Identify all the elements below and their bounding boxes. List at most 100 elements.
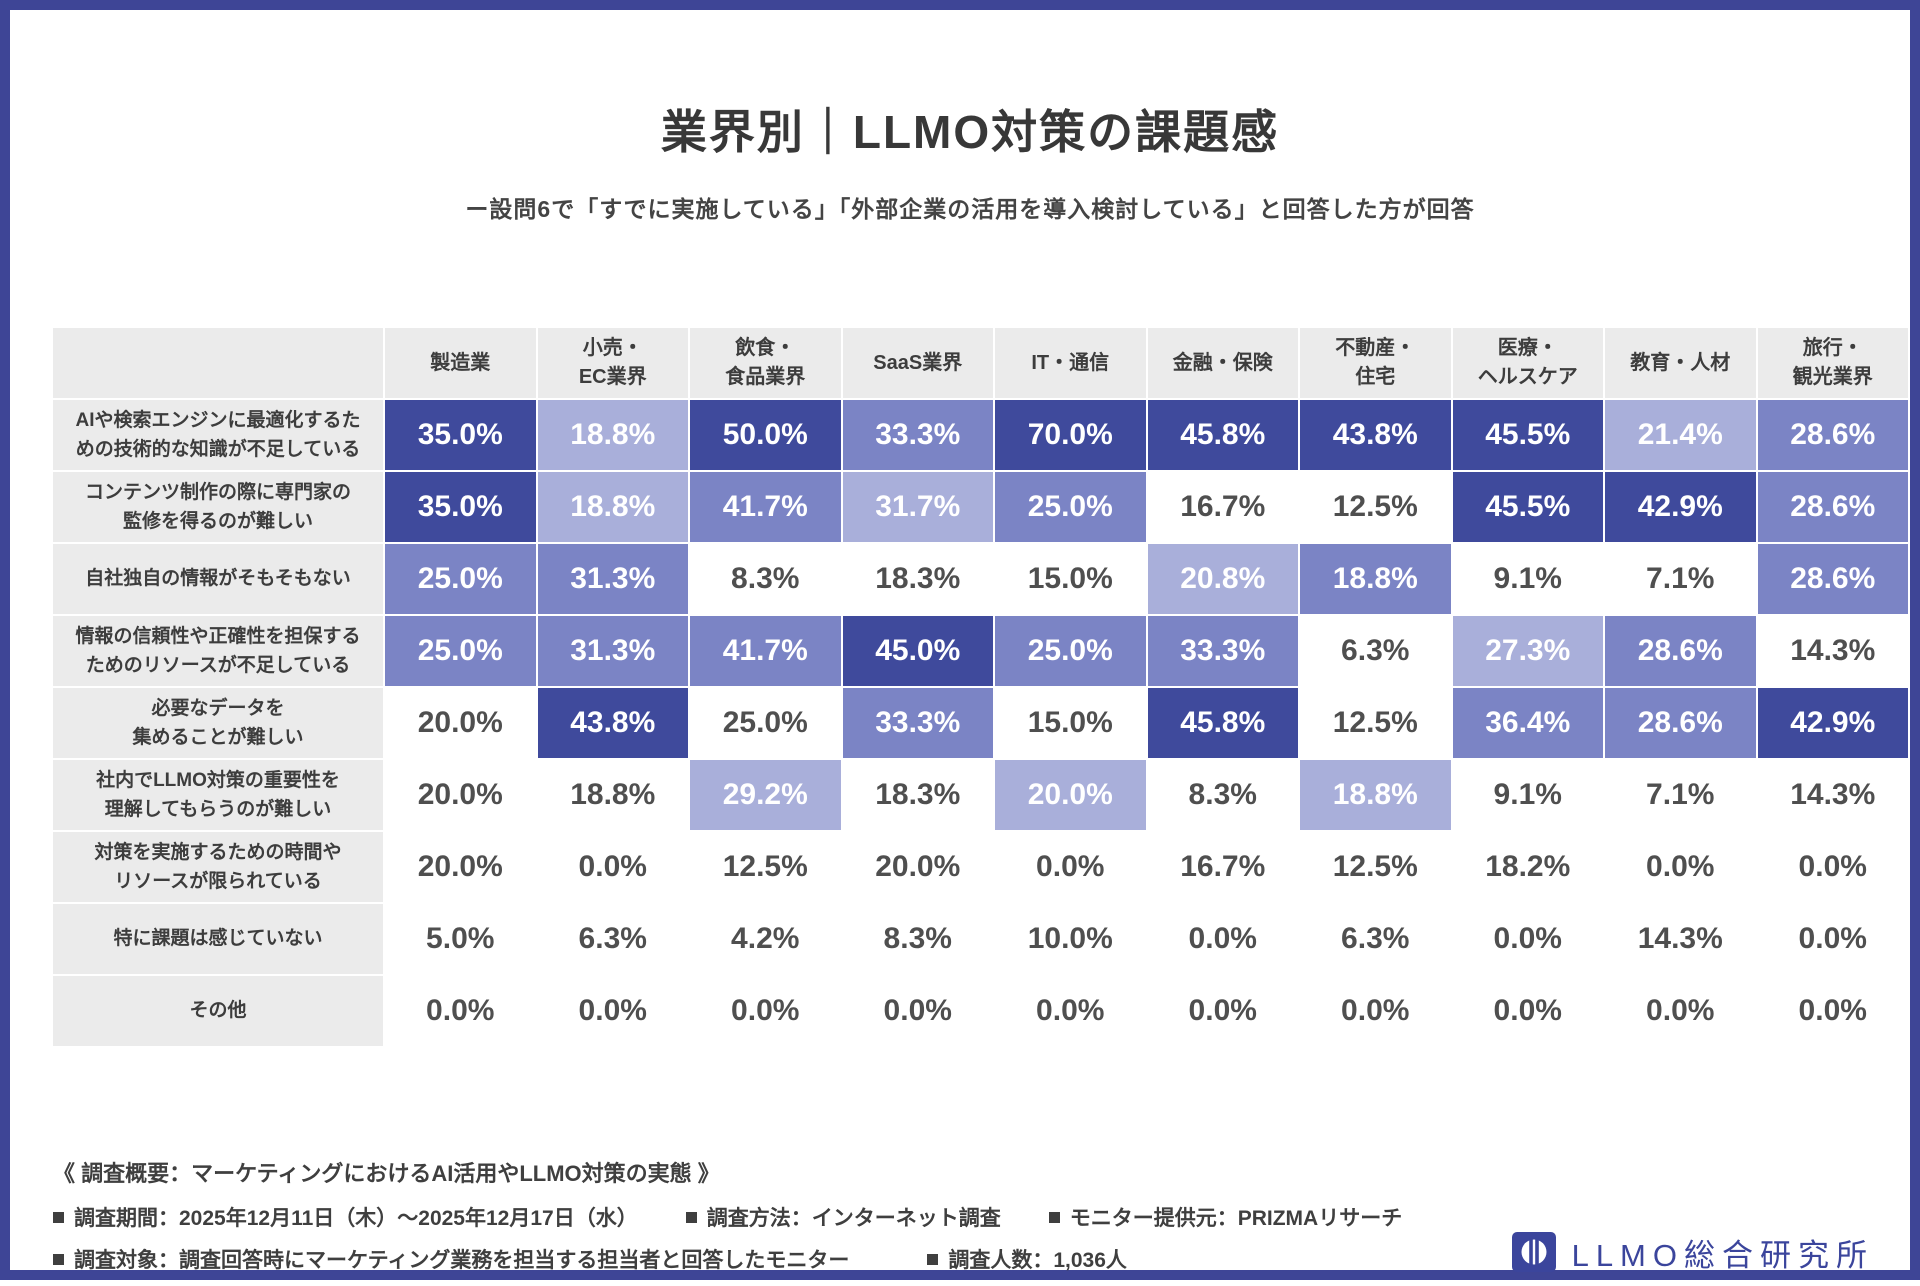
column-header: 不動産・ 住宅	[1300, 328, 1451, 398]
value-cell: 0.0%	[995, 976, 1146, 1046]
value-cell: 12.5%	[690, 832, 841, 902]
value-cell: 18.2%	[1452, 832, 1603, 902]
survey-details-row-1: 調査期間：2025年12月11日（木）～2025年12月17日（水） 調査方法：イ…	[53, 1202, 1513, 1232]
survey-detail-item: 調査人数：1,036人	[927, 1244, 1127, 1274]
value-cell: 18.8%	[1300, 760, 1451, 830]
survey-detail-text: 調査期間：2025年12月11日（木）～2025年12月17日（水）	[74, 1207, 638, 1230]
value-cell: 15.0%	[995, 544, 1146, 614]
row-label: その他	[53, 976, 383, 1046]
value-cell: 33.3%	[842, 400, 993, 470]
column-header: 旅行・ 観光業界	[1757, 328, 1908, 398]
value-cell: 20.0%	[385, 760, 536, 830]
value-cell: 0.0%	[1452, 976, 1603, 1046]
value-cell: 16.7%	[1147, 832, 1298, 902]
value-cell: 25.0%	[995, 472, 1146, 542]
row-label: 必要なデータを 集めることが難しい	[53, 688, 383, 758]
value-cell: 20.0%	[995, 760, 1146, 830]
value-cell: 70.0%	[995, 400, 1146, 470]
llmo-logo: LLMO総合研究所	[1510, 1228, 1874, 1276]
page-subtitle: ー設問6で「すでに実施している」「外部企業の活用を導入検討している」と回答した方…	[465, 196, 1475, 222]
survey-detail-item: モニター提供元：PRIZMAリサーチ	[1048, 1202, 1403, 1232]
survey-detail-item: 調査対象：調査回答時にマーケティング業務を担当する担当者と回答したモニター	[53, 1244, 849, 1274]
value-cell: 28.6%	[1605, 616, 1756, 686]
value-cell: 7.1%	[1605, 760, 1756, 830]
value-cell: 36.4%	[1452, 688, 1603, 758]
value-cell: 0.0%	[1452, 904, 1603, 974]
value-cell: 18.8%	[537, 760, 688, 830]
value-cell: 20.0%	[385, 832, 536, 902]
value-cell: 45.0%	[842, 616, 993, 686]
value-cell: 45.8%	[1147, 688, 1298, 758]
value-cell: 33.3%	[1147, 616, 1298, 686]
survey-detail-text: モニター提供元：PRIZMAリサーチ	[1069, 1207, 1403, 1230]
value-cell: 28.6%	[1757, 544, 1908, 614]
value-cell: 27.3%	[1452, 616, 1603, 686]
value-cell: 0.0%	[1605, 976, 1756, 1046]
value-cell: 35.0%	[385, 400, 536, 470]
survey-detail-text: 調査人数：1,036人	[948, 1249, 1127, 1272]
bullet-square-icon	[1048, 1211, 1060, 1223]
bullet-square-icon	[927, 1253, 939, 1265]
llmo-logo-text: LLMO総合研究所	[1571, 1237, 1874, 1273]
value-cell: 12.5%	[1300, 832, 1451, 902]
row-label: AIや検索エンジンに最適化するた めの技術的な知識が不足している	[53, 400, 383, 470]
value-cell: 42.9%	[1605, 472, 1756, 542]
value-cell: 7.1%	[1605, 544, 1756, 614]
value-cell: 0.0%	[1757, 904, 1908, 974]
value-cell: 16.7%	[1147, 472, 1298, 542]
value-cell: 45.5%	[1452, 400, 1603, 470]
value-cell: 41.7%	[690, 472, 841, 542]
survey-detail-item: 調査方法：インターネット調査	[685, 1202, 1001, 1232]
bullet-square-icon	[53, 1253, 64, 1265]
survey-footer: 《 調査概要：マーケティングにおけるAI活用やLLMO対策の実態 》 調査期間：…	[53, 1156, 1513, 1286]
value-cell: 8.3%	[690, 544, 841, 614]
value-cell: 5.0%	[385, 904, 536, 974]
column-header: IT・通信	[995, 328, 1146, 398]
value-cell: 14.3%	[1757, 616, 1908, 686]
value-cell: 31.3%	[537, 616, 688, 686]
value-cell: 20.0%	[842, 832, 993, 902]
value-cell: 0.0%	[1300, 976, 1451, 1046]
value-cell: 0.0%	[995, 832, 1146, 902]
value-cell: 18.3%	[842, 760, 993, 830]
value-cell: 42.9%	[1757, 688, 1908, 758]
heatmap-table: 製造業 小売・ EC業界 飲食・ 食品業界 SaaS業界 IT・通信 金融・保険 不動産・ …	[53, 328, 1908, 1046]
survey-detail-text: 調査対象：調査回答時にマーケティング業務を担当する担当者と回答したモニター	[74, 1249, 850, 1272]
value-cell: 28.6%	[1757, 472, 1908, 542]
value-cell: 25.0%	[385, 544, 536, 614]
page-title: 業界別｜LLMO対策の課題感	[660, 106, 1280, 158]
value-cell: 6.3%	[1300, 904, 1451, 974]
value-cell: 0.0%	[1147, 904, 1298, 974]
value-cell: 31.3%	[537, 544, 688, 614]
value-cell: 41.7%	[690, 616, 841, 686]
value-cell: 20.8%	[1147, 544, 1298, 614]
survey-detail-item: 調査期間：2025年12月11日（木）～2025年12月17日（水）	[53, 1202, 638, 1232]
value-cell: 14.3%	[1757, 760, 1908, 830]
value-cell: 10.0%	[995, 904, 1146, 974]
column-header: 製造業	[385, 328, 536, 398]
value-cell: 28.6%	[1757, 400, 1908, 470]
value-cell: 9.1%	[1452, 760, 1603, 830]
value-cell: 50.0%	[690, 400, 841, 470]
survey-overview: 《 調査概要：マーケティングにおけるAI活用やLLMO対策の実態 》	[53, 1161, 720, 1186]
row-label: 特に課題は感じていない	[53, 904, 383, 974]
value-cell: 14.3%	[1605, 904, 1756, 974]
corner-cell	[53, 328, 383, 398]
value-cell: 4.2%	[690, 904, 841, 974]
row-label: 情報の信頼性や正確性を担保する ためのリソースが不足している	[53, 616, 383, 686]
bullet-square-icon	[685, 1211, 697, 1223]
row-label: 社内でLLMO対策の重要性を 理解してもらうのが難しい	[53, 760, 383, 830]
value-cell: 0.0%	[1757, 976, 1908, 1046]
value-cell: 0.0%	[690, 976, 841, 1046]
value-cell: 0.0%	[842, 976, 993, 1046]
value-cell: 0.0%	[385, 976, 536, 1046]
value-cell: 21.4%	[1605, 400, 1756, 470]
column-header: 金融・保険	[1147, 328, 1298, 398]
value-cell: 20.0%	[385, 688, 536, 758]
value-cell: 6.3%	[1300, 616, 1451, 686]
value-cell: 0.0%	[537, 832, 688, 902]
value-cell: 45.5%	[1452, 472, 1603, 542]
value-cell: 18.8%	[1300, 544, 1451, 614]
value-cell: 15.0%	[995, 688, 1146, 758]
bullet-square-icon	[53, 1211, 64, 1223]
